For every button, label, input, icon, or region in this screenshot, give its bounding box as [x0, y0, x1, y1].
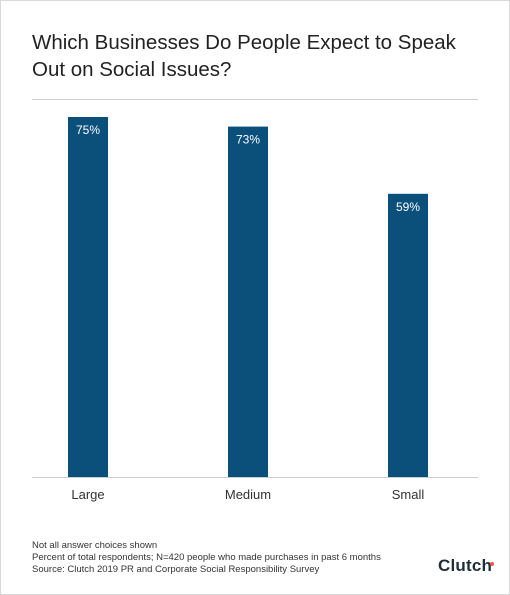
category-label-small: Small: [392, 487, 425, 502]
chart-title: Which Businesses Do People Expect to Spe…: [32, 31, 456, 81]
bar-medium: [228, 126, 268, 477]
bar-large: [68, 117, 108, 477]
footnote-respondents: Percent of total respondents; N=420 peop…: [32, 552, 381, 563]
title-divider: [32, 99, 478, 100]
footnote-answer-choices: Not all answer choices shown: [32, 540, 158, 551]
bar-small: [388, 193, 428, 478]
value-label-small: 59%: [396, 200, 420, 214]
category-label-large: Large: [71, 487, 104, 502]
clutch-logo-dot: [490, 562, 494, 566]
footnote-source: Source: Clutch 2019 PR and Corporate Soc…: [32, 564, 320, 575]
value-label-large: 75%: [76, 123, 100, 137]
value-label-medium: 73%: [236, 133, 260, 147]
clutch-logo: Clutch: [438, 556, 493, 575]
category-label-medium: Medium: [225, 487, 271, 502]
footnotes: Not all answer choices shown Percent of …: [32, 540, 412, 576]
